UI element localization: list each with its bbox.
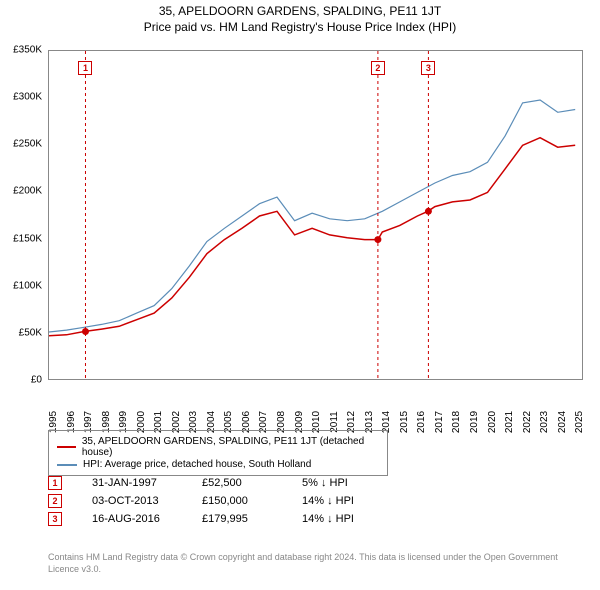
x-tick-label: 2021: [504, 411, 515, 433]
legend-label: 35, APELDOORN GARDENS, SPALDING, PE11 1J…: [82, 436, 379, 458]
transaction-marker: 2: [48, 494, 62, 508]
transaction-diff: 14% ↓ HPI: [302, 513, 382, 525]
footer-attribution: Contains HM Land Registry data © Crown c…: [48, 552, 558, 575]
transactions-table: 1 31-JAN-1997 £52,500 5% ↓ HPI 2 03-OCT-2013 £…: [48, 472, 382, 530]
marker-box-2: 2: [371, 61, 385, 75]
chart-subtitle: Price paid vs. HM Land Registry's House …: [0, 20, 600, 34]
series-line: [49, 138, 575, 336]
y-tick-label: £300K: [13, 92, 42, 103]
legend-item: HPI: Average price, detached house, Sout…: [57, 459, 379, 470]
x-tick-label: 2020: [487, 411, 498, 433]
legend: 35, APELDOORN GARDENS, SPALDING, PE11 1J…: [48, 430, 388, 476]
transaction-diff: 5% ↓ HPI: [302, 477, 382, 489]
transaction-row: 2 03-OCT-2013 £150,000 14% ↓ HPI: [48, 494, 382, 508]
x-tick-label: 2022: [522, 411, 533, 433]
y-tick-label: £250K: [13, 139, 42, 150]
chart-container: 35, APELDOORN GARDENS, SPALDING, PE11 1J…: [0, 0, 600, 590]
transaction-marker: 1: [48, 476, 62, 490]
x-tick-label: 2023: [539, 411, 550, 433]
transaction-price: £150,000: [202, 495, 272, 507]
marker-dot: [425, 208, 432, 215]
x-tick-label: 2018: [451, 411, 462, 433]
transaction-row: 3 16-AUG-2016 £179,995 14% ↓ HPI: [48, 512, 382, 526]
y-axis: £0£50K£100K£150K£200K£250K£300K£350K: [0, 50, 46, 380]
transaction-row: 1 31-JAN-1997 £52,500 5% ↓ HPI: [48, 476, 382, 490]
y-tick-label: £350K: [13, 45, 42, 56]
transaction-date: 03-OCT-2013: [92, 495, 172, 507]
marker-dot: [374, 236, 381, 243]
transaction-date: 31-JAN-1997: [92, 477, 172, 489]
legend-swatch: [57, 446, 76, 448]
chart-svg: [49, 51, 584, 381]
legend-swatch: [57, 464, 77, 466]
x-tick-label: 2016: [416, 411, 427, 433]
y-tick-label: £0: [31, 375, 42, 386]
y-tick-label: £100K: [13, 280, 42, 291]
marker-dot: [82, 328, 89, 335]
y-tick-label: £200K: [13, 186, 42, 197]
legend-item: 35, APELDOORN GARDENS, SPALDING, PE11 1J…: [57, 436, 379, 458]
x-tick-label: 2015: [399, 411, 410, 433]
x-tick-label: 2017: [434, 411, 445, 433]
legend-label: HPI: Average price, detached house, Sout…: [83, 459, 311, 470]
marker-box-3: 3: [421, 61, 435, 75]
y-tick-label: £150K: [13, 233, 42, 244]
transaction-price: £52,500: [202, 477, 272, 489]
x-tick-label: 2025: [574, 411, 585, 433]
x-axis: 1995199619971998199920002001200220032004…: [48, 384, 583, 428]
title-block: 35, APELDOORN GARDENS, SPALDING, PE11 1J…: [0, 0, 600, 34]
transaction-marker: 3: [48, 512, 62, 526]
x-tick-label: 2019: [469, 411, 480, 433]
chart-title: 35, APELDOORN GARDENS, SPALDING, PE11 1J…: [0, 4, 600, 18]
marker-box-1: 1: [78, 61, 92, 75]
transaction-diff: 14% ↓ HPI: [302, 495, 382, 507]
x-tick-label: 2024: [557, 411, 568, 433]
y-tick-label: £50K: [19, 327, 42, 338]
series-line: [49, 100, 575, 332]
chart-plot-area: 1 2 3: [48, 50, 583, 380]
transaction-date: 16-AUG-2016: [92, 513, 172, 525]
transaction-price: £179,995: [202, 513, 272, 525]
